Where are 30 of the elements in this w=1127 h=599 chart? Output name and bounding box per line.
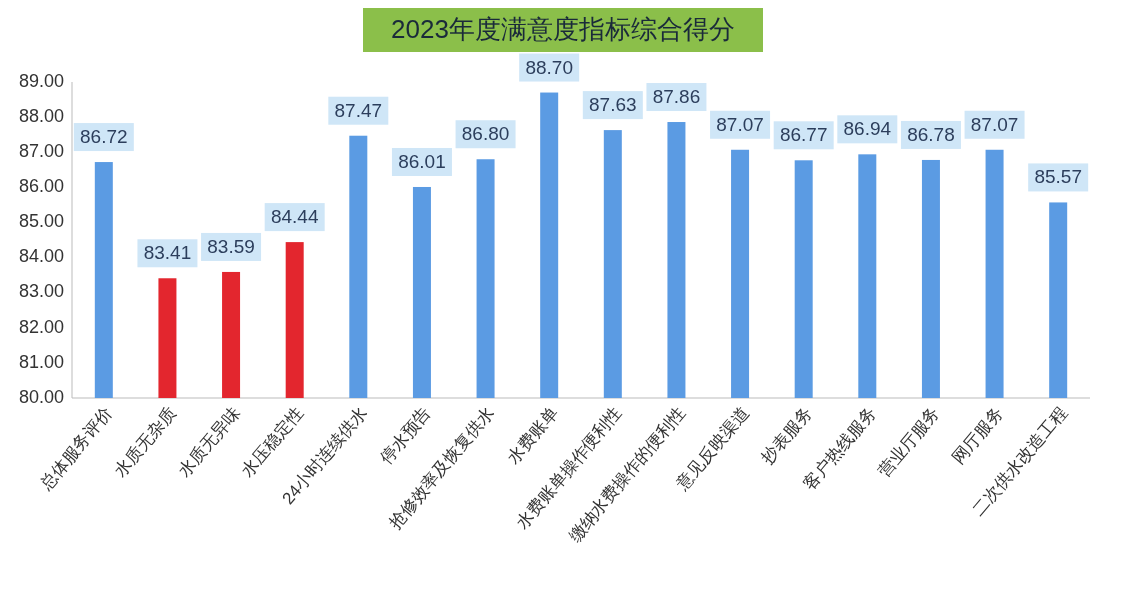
data-label: 86.78 xyxy=(907,123,955,145)
data-label: 87.07 xyxy=(970,113,1019,135)
y-tick-label: 85.00 xyxy=(18,211,64,232)
x-tick-label: 抄表服务 xyxy=(757,403,817,468)
data-label: 85.57 xyxy=(1034,166,1082,188)
data-label: 87.86 xyxy=(652,86,701,108)
y-tick-label: 87.00 xyxy=(18,140,64,161)
data-label: 83.41 xyxy=(143,242,192,264)
data-label: 87.47 xyxy=(334,99,383,121)
data-label: 87.63 xyxy=(589,94,637,116)
data-label: 86.77 xyxy=(779,124,828,146)
x-tick-label: 营业厅服务 xyxy=(874,403,944,481)
data-label: 88.70 xyxy=(525,56,573,78)
x-tick-label: 网厅服务 xyxy=(948,403,1008,468)
data-label: 86.80 xyxy=(461,123,510,145)
y-tick-label: 83.00 xyxy=(18,281,64,302)
y-tick-label: 86.00 xyxy=(18,176,64,197)
data-label: 87.07 xyxy=(716,113,764,135)
chart-title: 2023年度满意度指标综合得分 xyxy=(391,13,735,44)
y-tick-label: 80.00 xyxy=(18,386,64,407)
data-label: 86.01 xyxy=(398,151,446,172)
y-tick-label: 89.00 xyxy=(18,70,64,91)
y-tick-label: 84.00 xyxy=(18,246,64,267)
data-label: 84.44 xyxy=(270,206,319,228)
data-label: 86.94 xyxy=(843,118,892,140)
y-tick-label: 88.00 xyxy=(18,105,64,126)
data-label: 83.59 xyxy=(207,235,255,257)
y-tick-label: 81.00 xyxy=(18,351,64,372)
y-tick-label: 82.00 xyxy=(18,316,64,337)
data-label: 86.72 xyxy=(80,126,128,148)
